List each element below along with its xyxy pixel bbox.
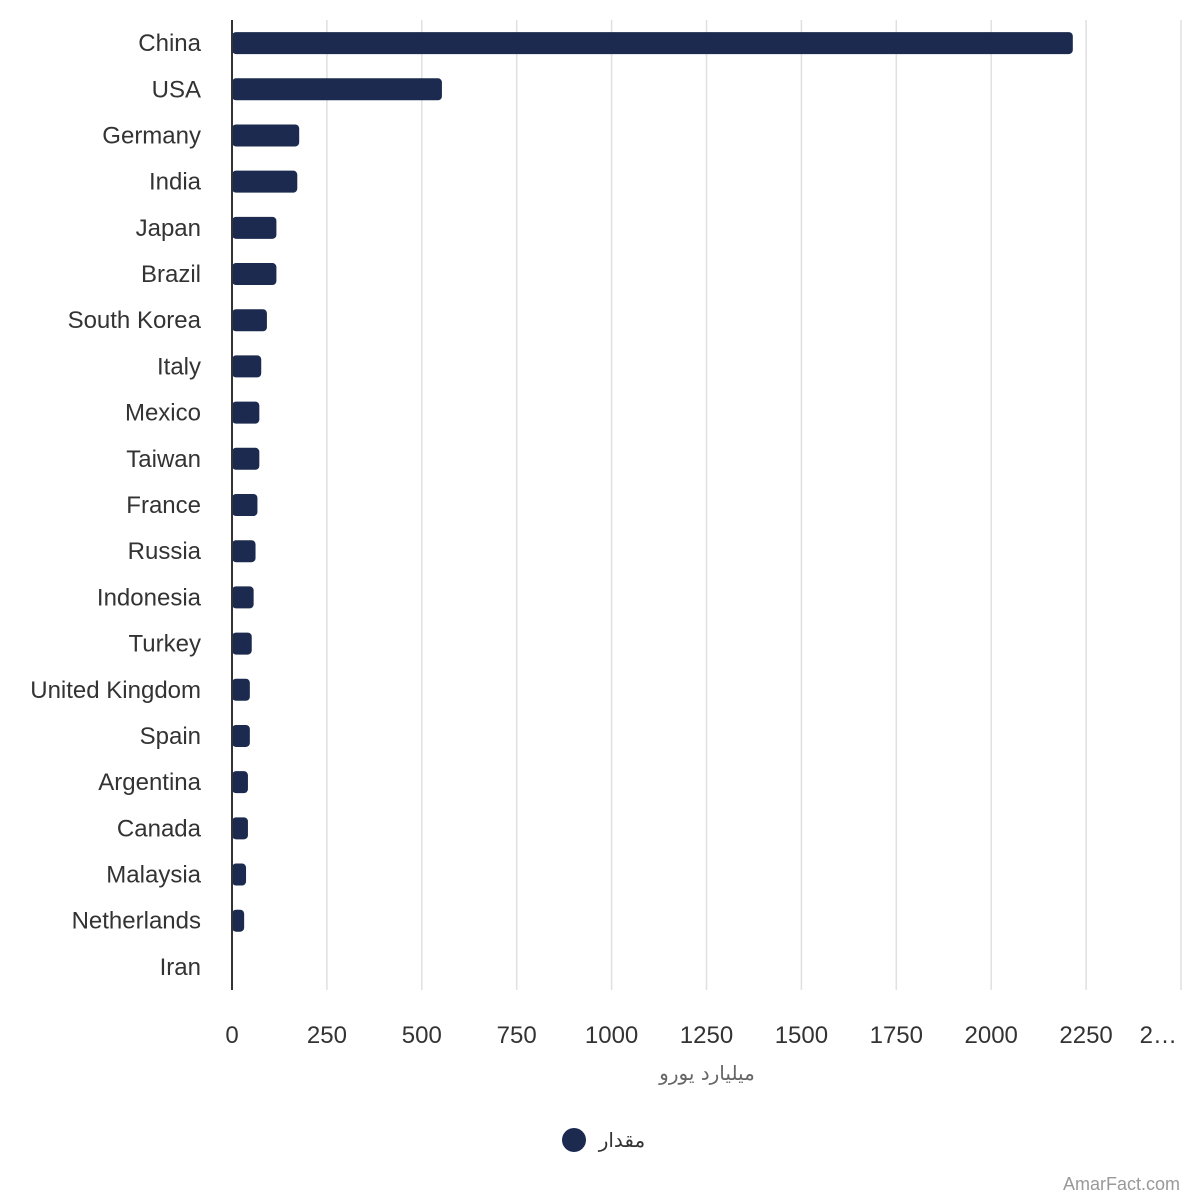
bar[interactable] [232,78,442,101]
bar[interactable] [232,863,247,886]
bar[interactable] [232,355,262,378]
category-label: Malaysia [106,862,201,889]
category-label: Italy [157,353,201,380]
bar[interactable] [232,632,252,655]
category-label: Indonesia [97,584,202,611]
category-label: Russia [128,538,202,565]
x-tick-label: 1750 [870,1022,923,1049]
category-label: Mexico [125,400,201,427]
category-label: South Korea [68,307,202,334]
bar[interactable] [232,401,260,424]
legend-label: مقدار [598,1128,646,1152]
bar[interactable] [232,586,254,609]
x-tick-label: 500 [402,1022,442,1049]
grid-lines [326,20,1182,990]
bar[interactable] [232,124,300,147]
bar[interactable] [232,32,1073,55]
x-tick-label: 1500 [775,1022,828,1049]
x-tick-label: 250 [307,1022,347,1049]
bar[interactable] [232,817,248,840]
category-label: Germany [102,122,201,149]
legend-marker-icon [562,1128,586,1152]
bar[interactable] [232,263,277,286]
x-tick-label: 2250 [1059,1022,1112,1049]
category-label: Turkey [129,631,201,658]
bar[interactable] [232,494,258,516]
bar[interactable] [232,724,250,747]
bar[interactable] [232,170,298,193]
bar[interactable] [232,678,250,701]
category-label: Iran [160,954,201,981]
x-tick-label: 750 [497,1022,537,1049]
bar[interactable] [232,540,256,563]
bars [232,32,1073,978]
category-label: USA [152,76,201,103]
category-label: Spain [140,723,201,750]
category-label: France [126,492,201,519]
category-label: United Kingdom [30,677,201,704]
category-label: Brazil [141,261,201,288]
credit-text[interactable]: AmarFact.com [1063,1174,1180,1194]
bar[interactable] [232,447,260,470]
legend[interactable]: مقدار [562,1128,645,1152]
tick-labels: 0 250 500 750 1000 1250 1500 1750 2000 2250 2… [225,1022,1177,1049]
category-labels: China USA Germany India Japan Brazil South Kor… [30,30,201,981]
bar[interactable] [232,216,277,239]
bar[interactable] [232,309,267,332]
x-tick-label: 1000 [585,1022,638,1049]
x-tick-label: 2… [1140,1022,1177,1049]
x-tick-label: 2000 [965,1022,1018,1049]
category-label: China [138,30,201,57]
category-label: India [149,169,202,196]
category-label: Netherlands [72,908,201,935]
bar[interactable] [232,771,248,794]
x-tick-label: 0 [225,1022,238,1049]
category-label: Argentina [98,769,201,796]
category-label: Canada [117,815,202,842]
category-label: Japan [136,215,201,242]
bar[interactable] [232,909,245,932]
x-tick-label: 1250 [680,1022,733,1049]
category-label: Taiwan [126,446,201,473]
x-axis-title: میلیارد یورو [658,1061,755,1085]
